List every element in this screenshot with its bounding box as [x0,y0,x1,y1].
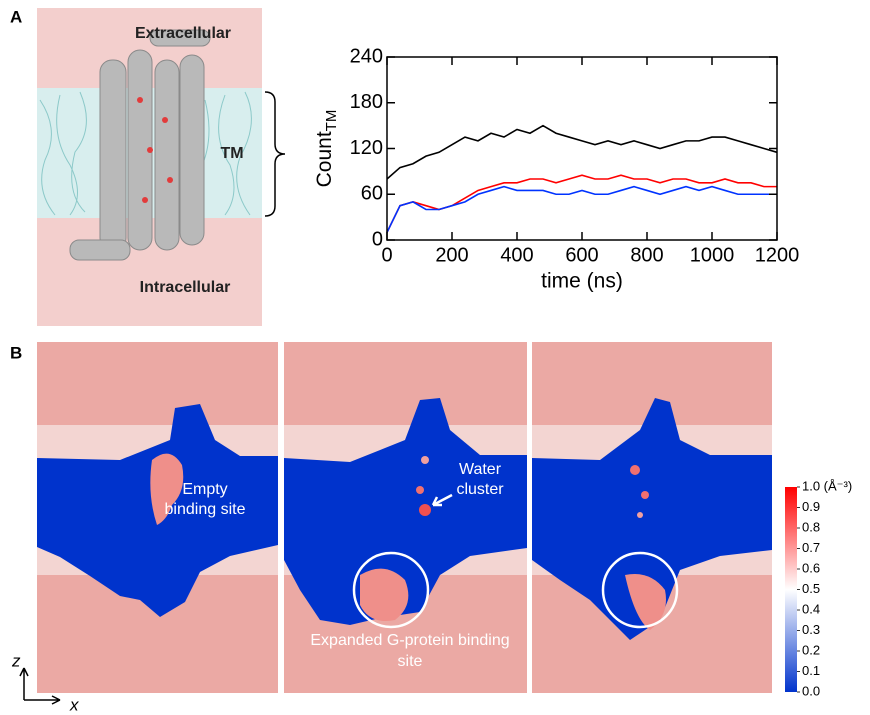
y-axis-label-main: Count [313,131,336,187]
colorbar-tick-label: 0.7 [802,540,820,555]
colorbar-tick-label: 0.6 [802,560,820,575]
colorbar-scale [785,487,797,692]
density-map [532,342,772,693]
annotation: Water cluster [456,461,504,498]
axes-glyph [19,667,61,705]
density-map [284,342,527,693]
structure-label: Extracellular [135,25,231,42]
annotation: Expanded G-protein binding site [310,632,510,670]
annotation: Empty binding site [164,481,246,518]
annotation-box: Expanded G-protein binding site [310,632,510,670]
colorbar-tick-label: 0.5 [802,581,820,596]
panel-label: B [10,343,22,362]
brace [264,91,286,217]
y-tick-label: 180 [350,91,383,113]
colorbar-tick-label: 0.4 [802,601,820,616]
y-tick-label: 120 [350,137,383,159]
colorbar-tick-label: 1.0 (Å⁻³) [802,478,852,493]
annotation-box: Empty binding site [164,481,246,518]
arrow [431,493,453,507]
annotation-box: Water cluster [456,461,504,498]
data-line [386,174,777,233]
colorbar-tick-label: 0.3 [802,622,820,637]
md-snapshot [37,8,262,326]
colorbar-tick-label: 0.1 [802,663,820,678]
panel-label: A [10,7,22,26]
axis-name: z [11,651,21,670]
colorbar: 1.0 (Å⁻³) 0.9 0.8 0.7 0.6 0.5 0.4 0.3 0.2 0.1 0.0 [785,478,852,698]
x-tick-label: 1200 [755,244,800,266]
y-tick-label: 240 [350,45,383,67]
structure-label: TM [220,145,243,162]
y-axis-label-sub: TM [323,110,340,132]
density-map [37,342,278,693]
axis-name: x [69,695,79,714]
colorbar-tick-label: 0.2 [802,642,820,657]
colorbar-tick-label: 0.0 [802,683,820,698]
x-tick-label: 200 [435,244,468,266]
data-line [386,185,777,233]
x-tick-label: 1000 [690,244,735,266]
colorbar-tick-label: 0.8 [802,519,820,534]
x-tick-label: 800 [630,244,663,266]
colorbar-tick-label: 0.9 [802,499,820,514]
x-tick-label: 600 [565,244,598,266]
x-tick-label: 0 [381,244,392,266]
structure-label: Intracellular [140,279,231,296]
data-line [386,124,778,180]
highlight-circle [601,551,679,629]
y-tick-label: 60 [361,183,383,205]
highlight-circle [352,551,430,629]
line-chart: 0 60 120 180 240 0 200 400 600 800 1000 1200 time (n… [313,45,800,292]
y-tick-label: 0 [372,228,383,250]
y-axis-label: CountTM [313,110,340,188]
x-tick-label: 400 [500,244,533,266]
x-axis-label: time (ns) [541,270,623,293]
